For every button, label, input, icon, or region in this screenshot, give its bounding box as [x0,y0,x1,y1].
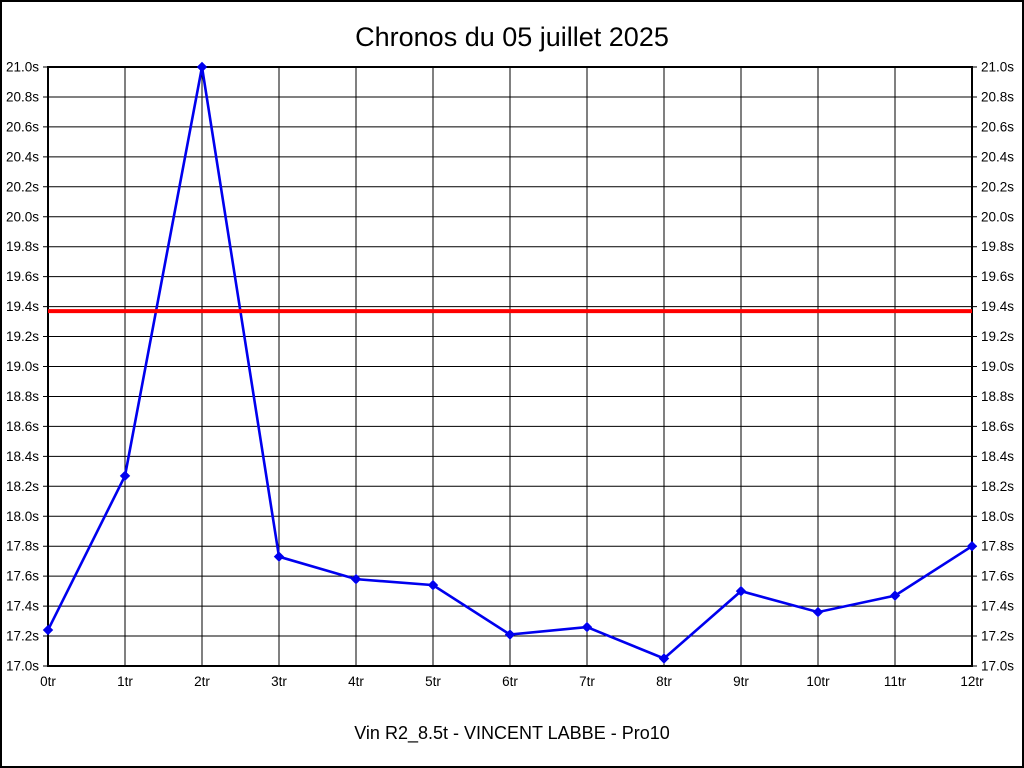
y-tick-label-right: 20.8s [981,89,1014,104]
x-tick-label: 0tr [40,674,56,689]
y-tick-label-right: 18.4s [981,449,1014,464]
y-tick-label-left: 19.4s [6,299,39,314]
y-tick-label-right: 18.8s [981,389,1014,404]
y-tick-label-right: 20.2s [981,179,1014,194]
y-tick-label-right: 18.6s [981,419,1014,434]
y-tick-label-left: 18.0s [6,509,39,524]
chart-title: Chronos du 05 juillet 2025 [355,22,669,52]
y-tick-label-right: 17.6s [981,569,1014,584]
y-tick-label-left: 19.0s [6,359,39,374]
x-tick-label: 11tr [884,674,907,689]
data-point-marker [966,540,978,552]
y-tick-label-left: 17.4s [6,599,39,614]
y-tick-label-left: 19.2s [6,329,39,344]
x-tick-label: 7tr [579,674,595,689]
y-tick-label-right: 21.0s [981,60,1014,75]
y-tick-label-right: 17.0s [981,659,1014,674]
y-tick-label-right: 17.2s [981,629,1014,644]
y-tick-label-right: 18.0s [981,509,1014,524]
x-tick-label: 6tr [502,674,518,689]
y-tick-label-right: 19.2s [981,329,1014,344]
x-tick-label: 9tr [733,674,749,689]
data-point-marker [427,579,439,591]
data-point-marker [350,573,362,585]
x-tick-label: 1tr [117,674,133,689]
y-tick-label-right: 17.4s [981,599,1014,614]
y-tick-label-right: 20.0s [981,209,1014,224]
y-tick-label-right: 18.2s [981,479,1014,494]
y-tick-label-left: 18.8s [6,389,39,404]
y-tick-label-left: 19.6s [6,269,39,284]
data-point-marker [735,585,747,597]
y-tick-label-left: 17.0s [6,659,39,674]
plot-border [47,66,973,667]
data-point-marker [504,629,516,640]
y-tick-label-right: 20.4s [981,149,1014,164]
y-tick-label-right: 19.8s [981,239,1014,254]
data-point-marker [119,470,131,482]
data-point-marker [812,606,824,618]
data-point-marker [581,621,593,633]
y-tick-label-left: 17.6s [6,569,39,584]
x-tick-label: 2tr [194,674,210,689]
y-tick-label-right: 19.4s [981,299,1014,314]
y-tick-label-right: 17.8s [981,539,1014,554]
data-point-marker [658,653,670,664]
data-point-marker [273,551,285,562]
y-tick-label-left: 18.2s [6,479,39,494]
y-tick-label-left: 18.4s [6,449,39,464]
y-tick-label-left: 20.6s [6,119,39,134]
x-tick-label: 3tr [271,674,287,689]
y-tick-label-right: 20.6s [981,119,1014,134]
y-tick-label-left: 17.8s [6,539,39,554]
y-tick-label-left: 20.0s [6,209,39,224]
data-point-marker [196,61,208,73]
y-tick-label-left: 20.2s [6,179,39,194]
y-tick-label-right: 19.6s [981,269,1014,284]
x-tick-label: 4tr [348,674,364,689]
x-tick-label: 5tr [425,674,441,689]
y-tick-label-left: 21.0s [6,60,39,75]
x-tick-label: 10tr [806,674,830,689]
chart-subtitle: Vin R2_8.5t - VINCENT LABBE - Pro10 [354,723,670,743]
data-point-marker [42,624,54,636]
y-tick-label-right: 19.0s [981,359,1014,374]
data-point-marker [889,590,901,601]
x-tick-label: 8tr [656,674,672,689]
y-tick-label-left: 20.4s [6,149,39,164]
x-tick-label: 12tr [960,674,984,689]
y-tick-label-left: 18.6s [6,419,39,434]
y-tick-label-left: 19.8s [6,239,39,254]
y-tick-label-left: 17.2s [6,629,39,644]
y-tick-label-left: 20.8s [6,89,39,104]
